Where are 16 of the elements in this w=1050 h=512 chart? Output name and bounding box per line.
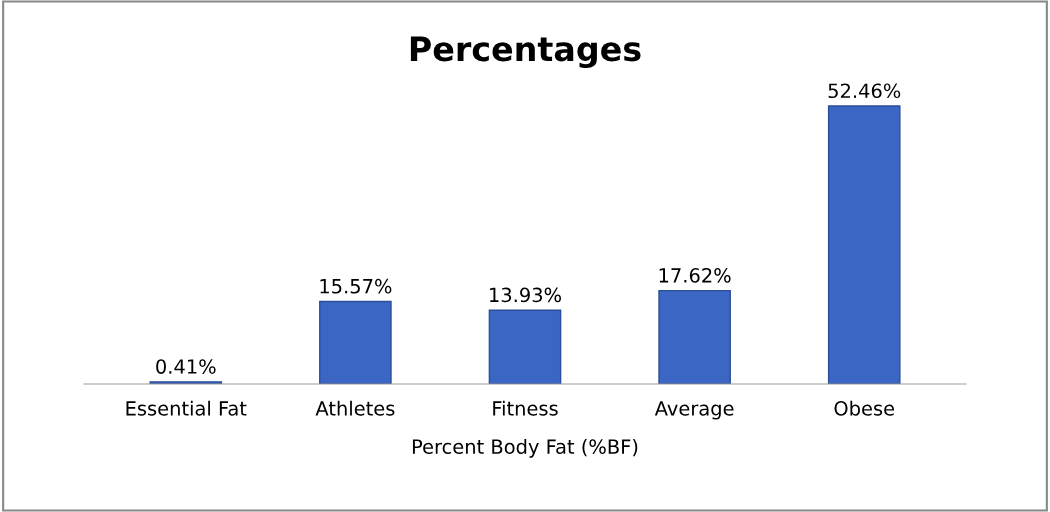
x-tick-label: Average	[654, 401, 734, 420]
data-label: 15.57%	[320, 278, 392, 294]
bar	[827, 105, 901, 384]
x-tick-label: Athletes	[315, 400, 395, 416]
x-axis-title: Percent Body Fat (%BF)	[412, 438, 638, 458]
chart-title: Percentages	[410, 36, 641, 69]
data-label: 13.93%	[490, 287, 561, 303]
x-tick-label: Obese	[834, 400, 895, 416]
bar	[488, 309, 562, 384]
bar	[319, 300, 392, 384]
x-tick-label: Essential Fat	[126, 400, 247, 416]
bar	[658, 289, 731, 384]
data-label: 0.41%	[156, 359, 216, 374]
data-label: 17.62%	[659, 268, 731, 283]
data-label: 52.46%	[828, 83, 901, 99]
x-tick-label: Fitness	[493, 400, 558, 416]
